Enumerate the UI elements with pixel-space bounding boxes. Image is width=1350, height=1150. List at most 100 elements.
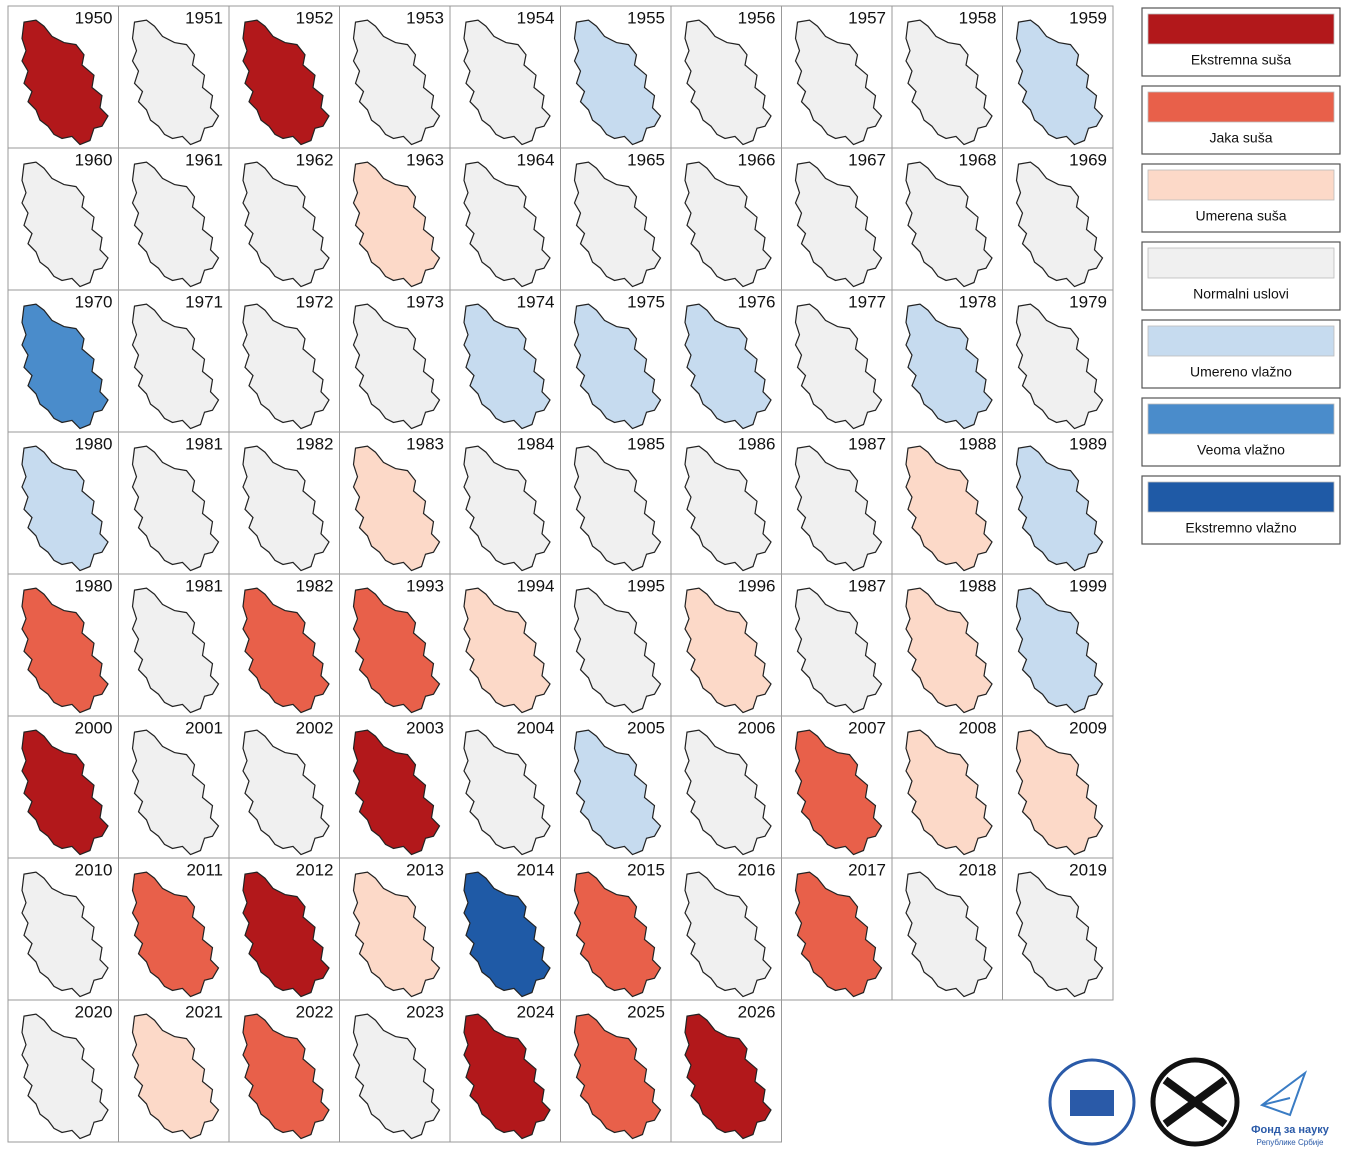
country-map bbox=[242, 445, 330, 572]
map-panel: 2018 bbox=[891, 857, 1003, 1001]
legend-label: Normalni uslovi bbox=[1193, 286, 1289, 302]
map-panel: 1972 bbox=[228, 289, 340, 433]
country-map bbox=[684, 445, 772, 572]
logos: Фонд за науку Републике Србије bbox=[1048, 1057, 1330, 1147]
country-map bbox=[573, 161, 662, 288]
country-map bbox=[905, 587, 993, 714]
year-label: 2016 bbox=[738, 860, 776, 879]
year-label: 2024 bbox=[517, 1002, 555, 1021]
country-map bbox=[21, 729, 109, 856]
year-label: 1958 bbox=[959, 8, 997, 27]
year-label: 2002 bbox=[296, 718, 334, 737]
country-map bbox=[352, 729, 441, 856]
country-map bbox=[352, 303, 441, 430]
map-panel: 1959 bbox=[1002, 5, 1114, 149]
country-map bbox=[573, 1013, 662, 1140]
fund-country: Републике Србије bbox=[1257, 1138, 1325, 1147]
year-label: 2019 bbox=[1069, 860, 1107, 879]
country-map bbox=[242, 303, 330, 430]
map-panel: 2023 bbox=[339, 999, 451, 1143]
university-logo-building bbox=[1070, 1090, 1114, 1116]
map-panel: 1980 bbox=[7, 573, 119, 717]
map-panel: 2001 bbox=[118, 715, 230, 859]
year-label: 1971 bbox=[185, 292, 223, 311]
country-map bbox=[1015, 729, 1104, 856]
legend-label: Ekstremno vlažno bbox=[1185, 520, 1296, 536]
map-panel: 1958 bbox=[891, 5, 1003, 149]
year-label: 1952 bbox=[296, 8, 334, 27]
year-label: 1986 bbox=[738, 434, 776, 453]
map-panel: 2016 bbox=[670, 857, 782, 1001]
year-label: 1989 bbox=[1069, 434, 1107, 453]
country-map bbox=[794, 871, 883, 998]
map-panel: 2011 bbox=[118, 857, 230, 1001]
year-label: 1962 bbox=[296, 150, 334, 169]
map-panel: 1973 bbox=[339, 289, 451, 433]
legend-swatch bbox=[1147, 13, 1335, 45]
country-map bbox=[573, 303, 662, 430]
country-map bbox=[573, 729, 662, 856]
map-panel: 1977 bbox=[781, 289, 893, 433]
map-panel: 2019 bbox=[1002, 857, 1114, 1001]
country-map bbox=[242, 871, 330, 998]
map-panel: 2002 bbox=[228, 715, 340, 859]
year-label: 1988 bbox=[959, 576, 997, 595]
map-panel: 1982 bbox=[228, 431, 340, 575]
country-map bbox=[463, 729, 551, 856]
map-panel: 1982 bbox=[228, 573, 340, 717]
country-map bbox=[352, 1013, 441, 1140]
map-panel: 2007 bbox=[781, 715, 893, 859]
year-label: 1994 bbox=[517, 576, 555, 595]
year-label: 2015 bbox=[627, 860, 665, 879]
country-map bbox=[1015, 445, 1104, 572]
country-map bbox=[794, 445, 883, 572]
legend-label: Umereno vlažno bbox=[1190, 364, 1292, 380]
country-map bbox=[573, 19, 662, 146]
country-map bbox=[21, 303, 109, 430]
map-panel: 1963 bbox=[339, 147, 451, 291]
map-panel: 1962 bbox=[228, 147, 340, 291]
legend-swatch bbox=[1147, 247, 1335, 279]
year-label: 1973 bbox=[406, 292, 444, 311]
country-map bbox=[794, 587, 883, 714]
year-label: 1983 bbox=[406, 434, 444, 453]
map-panel: 1987 bbox=[781, 573, 893, 717]
year-label: 2025 bbox=[627, 1002, 665, 1021]
legend-swatch bbox=[1147, 325, 1335, 357]
map-panel: 1999 bbox=[1002, 573, 1114, 717]
year-label: 1988 bbox=[959, 434, 997, 453]
map-panel: 1974 bbox=[449, 289, 561, 433]
year-label: 2022 bbox=[296, 1002, 334, 1021]
year-label: 2005 bbox=[627, 718, 665, 737]
map-panel: 2008 bbox=[891, 715, 1003, 859]
year-label: 1979 bbox=[1069, 292, 1107, 311]
legend-item: Umerena suša bbox=[1141, 163, 1341, 233]
country-map bbox=[242, 19, 330, 146]
legend-item: Ekstremno vlažno bbox=[1141, 475, 1341, 545]
year-label: 2004 bbox=[517, 718, 555, 737]
country-map bbox=[21, 1013, 109, 1140]
map-panel: 2020 bbox=[7, 999, 119, 1143]
year-label: 1980 bbox=[75, 576, 113, 595]
map-panel: 1966 bbox=[670, 147, 782, 291]
legend-swatch bbox=[1147, 403, 1335, 435]
map-panel: 1996 bbox=[670, 573, 782, 717]
map-panel: 2009 bbox=[1002, 715, 1114, 859]
year-label: 1974 bbox=[517, 292, 555, 311]
year-label: 2010 bbox=[75, 860, 113, 879]
year-label: 1993 bbox=[406, 576, 444, 595]
country-map bbox=[573, 445, 662, 572]
legend-label: Veoma vlažno bbox=[1197, 442, 1285, 458]
country-map bbox=[131, 1013, 220, 1140]
map-panel: 1983 bbox=[339, 431, 451, 575]
year-label: 2000 bbox=[75, 718, 113, 737]
country-map bbox=[794, 303, 883, 430]
year-label: 1995 bbox=[627, 576, 665, 595]
year-label: 2020 bbox=[75, 1002, 113, 1021]
country-map bbox=[352, 587, 441, 714]
country-map bbox=[1015, 161, 1104, 288]
year-label: 1959 bbox=[1069, 8, 1107, 27]
map-panel: 2017 bbox=[781, 857, 893, 1001]
country-map bbox=[1015, 303, 1104, 430]
